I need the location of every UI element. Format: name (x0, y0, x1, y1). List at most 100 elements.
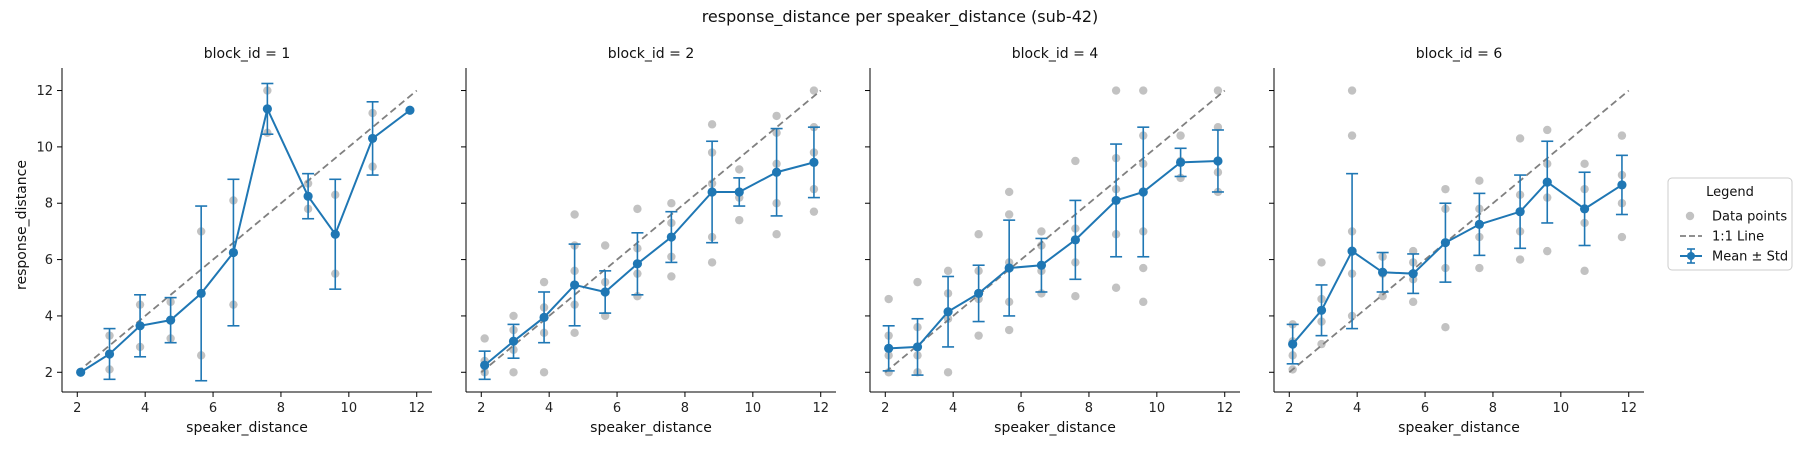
mean-line (888, 159, 1218, 350)
data-point (1347, 86, 1357, 95)
data-point (707, 258, 717, 267)
data-point (1617, 131, 1627, 140)
x-tick-label: 6 (1421, 401, 1429, 416)
y-tick-label: 2 (45, 366, 53, 381)
panel-title: block_id = 1 (204, 46, 290, 62)
data-point (1441, 323, 1450, 332)
mean-point (1347, 246, 1357, 256)
legend-title: Legend (1706, 185, 1754, 200)
x-tick-label: 2 (477, 401, 485, 416)
identity-line (76, 89, 418, 373)
x-tick-label: 10 (341, 401, 358, 416)
data-point (1347, 131, 1357, 140)
x-axis-title: speaker_distance (590, 420, 712, 436)
data-point (809, 207, 819, 216)
data-point (633, 204, 642, 214)
data-point (1515, 255, 1525, 264)
data-point (1139, 297, 1148, 307)
y-tick-label: 12 (36, 84, 53, 99)
x-tick-label: 4 (949, 401, 957, 416)
data-point (943, 266, 953, 276)
x-tick-label: 10 (1553, 401, 1570, 416)
legend-box (1667, 177, 1793, 271)
data-point (974, 331, 983, 340)
x-tick-label: 6 (1017, 401, 1025, 416)
mean-point (508, 336, 519, 346)
mean-point (734, 187, 744, 197)
data-point (1515, 134, 1525, 143)
x-tick-label: 2 (881, 401, 889, 416)
panel-4: block_id = 6 2 4 6 8 10 12 speaker_distance (1269, 46, 1644, 436)
mean-point (1213, 156, 1223, 166)
data-point (480, 334, 489, 343)
y-tick-label: 6 (45, 253, 53, 268)
y-tick-label: 10 (36, 140, 53, 155)
mean-line (80, 105, 411, 374)
data-point (1475, 176, 1484, 185)
data-point (1580, 159, 1589, 168)
mean-point (262, 104, 272, 114)
data-point (667, 272, 676, 281)
x-tick-label: 4 (545, 401, 553, 416)
x-tick-label: 8 (681, 401, 689, 416)
data-point (570, 210, 579, 219)
mean-point (771, 167, 782, 177)
mean-point (1004, 263, 1014, 273)
legend-mean-marker (1687, 252, 1695, 260)
mean-point (1070, 235, 1080, 245)
data-point (1139, 263, 1148, 273)
data-point (707, 120, 717, 129)
mean-point (196, 288, 206, 298)
x-tick-label: 8 (1489, 401, 1497, 416)
data-point (1580, 266, 1589, 276)
x-tick-label: 4 (1353, 401, 1361, 416)
data-point (772, 111, 781, 121)
mean-point (943, 307, 953, 317)
identity-line (480, 89, 822, 373)
mean-point (1138, 187, 1148, 197)
legend: Legend Data points 1:1 Line Mean ± Std (1667, 177, 1793, 271)
legend-item-label: Data points (1712, 210, 1787, 225)
x-tick-label: 12 (1620, 401, 1637, 416)
data-point (539, 277, 549, 287)
mean-point (1474, 219, 1484, 229)
mean-point (1579, 204, 1590, 214)
mean-point (974, 288, 984, 298)
mean-point (1515, 207, 1525, 217)
mean-point (367, 133, 378, 144)
mean-point (1440, 238, 1451, 248)
data-point (1408, 297, 1418, 307)
data-point (884, 294, 893, 304)
mean-point (1316, 305, 1327, 315)
x-tick-label: 12 (1216, 401, 1233, 416)
data-point (735, 165, 744, 174)
data-point (1139, 86, 1148, 95)
mean-point (1542, 177, 1552, 187)
data-point (570, 328, 579, 338)
panel-title: block_id = 6 (1416, 46, 1503, 62)
mean-point (76, 367, 86, 377)
data-point (1543, 125, 1552, 135)
legend-scatter-swatch (1685, 211, 1695, 221)
mean-point (1175, 157, 1186, 167)
mean-point (707, 187, 717, 197)
mean-point (228, 247, 239, 258)
x-tick-label: 12 (408, 401, 425, 416)
x-tick-label: 6 (613, 401, 621, 416)
data-point (974, 230, 983, 239)
data-point (600, 241, 610, 250)
mean-point (570, 280, 580, 290)
data-point (772, 230, 781, 239)
data-point (1071, 156, 1080, 166)
panel-title: block_id = 2 (608, 46, 694, 62)
mean-point (884, 343, 894, 353)
data-point (735, 215, 744, 225)
figure-title: response_distance per speaker_distance (… (702, 7, 1099, 27)
mean-point (303, 191, 313, 201)
x-axis-title: speaker_distance (186, 420, 308, 436)
x-tick-label: 12 (812, 401, 829, 416)
chart-panels: block_id = 1 2 4 6 8 10 12 2 4 6 8 10 12 speaker_dist… (36, 46, 1644, 436)
panel-1: block_id = 1 2 4 6 8 10 12 2 4 6 8 10 12 speaker_dist… (36, 46, 432, 436)
data-point (509, 368, 518, 377)
mean-point (480, 360, 490, 370)
